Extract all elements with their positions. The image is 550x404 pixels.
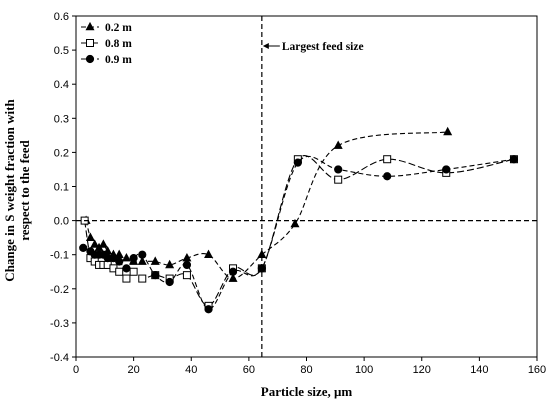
- data-point: [151, 271, 160, 280]
- x-tick-label: 0: [73, 364, 79, 376]
- series-line: [84, 155, 515, 307]
- data-point: [204, 249, 214, 259]
- series-2: [80, 155, 518, 310]
- series-3: [79, 155, 519, 314]
- legend-label: 0.8 m: [105, 38, 132, 50]
- data-point: [138, 274, 147, 283]
- data-point: [150, 256, 160, 265]
- data-point: [383, 155, 392, 164]
- plot-frame: [75, 15, 538, 358]
- data-point: [85, 232, 95, 241]
- x-axis-title: Particle size, μm: [261, 384, 353, 399]
- data-point: [115, 257, 124, 266]
- data-point: [182, 260, 192, 270]
- y-tick-label: 0.2: [54, 147, 69, 159]
- data-point: [79, 243, 88, 252]
- series-line: [82, 155, 515, 310]
- legend-marker: [85, 21, 95, 31]
- legend-item: 0.2 m: [81, 21, 132, 34]
- x-tick-label: 20: [128, 364, 140, 376]
- annotation-layer: Largest feed size: [76, 16, 537, 357]
- data-point: [293, 158, 302, 167]
- data-point: [290, 218, 300, 228]
- annotation-arrow: [262, 43, 280, 49]
- data-point: [333, 140, 343, 149]
- y-tick-label: 0.5: [54, 45, 69, 57]
- x-tick-label: 100: [355, 364, 373, 376]
- data-point: [509, 155, 519, 164]
- legend-marker: [86, 39, 94, 47]
- x-tick-label: 160: [528, 364, 546, 376]
- legend: 0.2 m 0.8 m 0.9 m: [81, 21, 132, 66]
- data-point: [137, 256, 147, 265]
- x-tick-label: 80: [300, 364, 312, 376]
- y-tick-label: 0.1: [54, 182, 69, 194]
- legend-label: 0.2 m: [105, 22, 132, 34]
- y-tick-label: 0.4: [54, 79, 69, 91]
- data-point: [204, 305, 213, 314]
- data-point: [165, 277, 174, 287]
- legend-marker: [85, 54, 95, 64]
- annotation-arrow-head: [262, 43, 269, 49]
- data-point: [383, 172, 392, 181]
- data-point: [122, 274, 131, 283]
- data-point: [129, 267, 138, 276]
- annotation-largest-feed-size: Largest feed size: [282, 41, 364, 53]
- y-tick-label: -0.2: [50, 284, 69, 296]
- y-tick-label: -0.3: [50, 318, 69, 330]
- data-point: [121, 252, 131, 262]
- data-point: [129, 254, 138, 263]
- data-point: [90, 239, 100, 248]
- y-tick-label: -0.1: [50, 250, 69, 262]
- data-point: [443, 126, 453, 136]
- series-layer: [79, 126, 519, 314]
- y-tick-label: 0.6: [54, 11, 69, 23]
- data-point: [138, 250, 147, 259]
- data-point: [165, 259, 175, 269]
- axes: 0 20 40 60 80 100 120 140 160 -0.4 -0.3 -0.2 -0.1 0.0…: [50, 11, 546, 376]
- legend-item: 0.8 m: [81, 38, 132, 50]
- data-point: [334, 175, 343, 184]
- data-point: [182, 271, 191, 280]
- x-tick-label: 120: [413, 364, 431, 376]
- data-point: [334, 165, 343, 174]
- x-tick-label: 60: [243, 364, 255, 376]
- y-axis-title: Change in S weight fraction withrespect …: [2, 99, 32, 282]
- data-point: [98, 239, 108, 248]
- y-tick-label: 0.3: [54, 113, 69, 125]
- plot-area: [75, 15, 538, 358]
- y-tick-label: -0.4: [50, 352, 69, 364]
- data-point: [442, 165, 451, 174]
- data-point: [122, 264, 131, 273]
- x-tick-label: 140: [470, 364, 488, 376]
- legend-item: 0.9 m: [81, 54, 132, 66]
- x-tick-label: 40: [185, 364, 197, 376]
- legend-label: 0.9 m: [105, 54, 132, 66]
- y-tick-label: 0.0: [54, 216, 69, 228]
- data-point: [228, 273, 238, 282]
- data-point: [228, 267, 238, 276]
- data-point: [115, 267, 124, 276]
